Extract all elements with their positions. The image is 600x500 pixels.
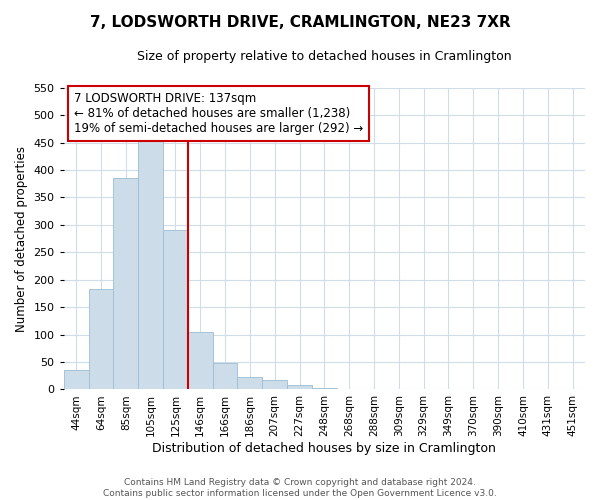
Title: Size of property relative to detached houses in Cramlington: Size of property relative to detached ho… — [137, 50, 512, 63]
Bar — [212, 363, 238, 390]
Text: 7 LODSWORTH DRIVE: 137sqm
← 81% of detached houses are smaller (1,238)
19% of se: 7 LODSWORTH DRIVE: 137sqm ← 81% of detac… — [74, 92, 364, 136]
X-axis label: Distribution of detached houses by size in Cramlington: Distribution of detached houses by size … — [152, 442, 496, 455]
Bar — [138, 139, 163, 390]
Text: 7, LODSWORTH DRIVE, CRAMLINGTON, NE23 7XR: 7, LODSWORTH DRIVE, CRAMLINGTON, NE23 7X… — [89, 15, 511, 30]
Bar — [560, 389, 585, 390]
Y-axis label: Number of detached properties: Number of detached properties — [15, 146, 28, 332]
Bar — [337, 389, 362, 390]
Bar — [163, 230, 188, 390]
Bar — [287, 385, 312, 390]
Bar — [89, 289, 113, 390]
Bar — [113, 178, 138, 390]
Text: Contains HM Land Registry data © Crown copyright and database right 2024.
Contai: Contains HM Land Registry data © Crown c… — [103, 478, 497, 498]
Bar — [436, 389, 461, 390]
Bar — [312, 388, 337, 390]
Bar — [262, 380, 287, 390]
Bar — [238, 378, 262, 390]
Bar — [64, 370, 89, 390]
Bar — [188, 332, 212, 390]
